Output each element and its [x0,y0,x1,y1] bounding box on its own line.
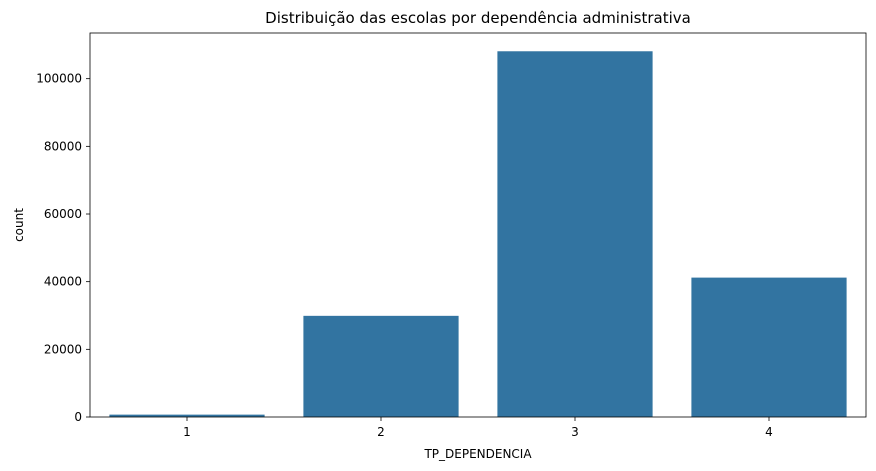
x-tick-label: 4 [765,425,773,439]
bar-4 [691,277,847,417]
bar-3 [497,51,653,418]
y-tick-label: 60000 [44,207,82,221]
y-tick-label: 80000 [44,139,82,153]
chart-title: Distribuição das escolas por dependência… [265,9,691,27]
x-axis-ticks: 1 2 3 4 [183,417,773,439]
y-tick-label: 40000 [44,275,82,289]
y-axis-ticks: 0 20000 40000 60000 80000 100000 [36,72,90,424]
x-tick-label: 2 [377,425,385,439]
x-axis-label: TP_DEPENDENCIA [423,447,532,461]
bar-2 [303,315,459,417]
plot-frame [89,32,867,418]
y-tick-label: 100000 [36,72,82,86]
bars-group [109,51,847,418]
x-tick-label: 1 [183,425,191,439]
y-tick-label: 20000 [44,342,82,356]
y-tick-label: 0 [74,410,82,424]
x-tick-label: 3 [571,425,579,439]
bar-1 [109,414,265,417]
y-axis-label: count [12,208,26,242]
